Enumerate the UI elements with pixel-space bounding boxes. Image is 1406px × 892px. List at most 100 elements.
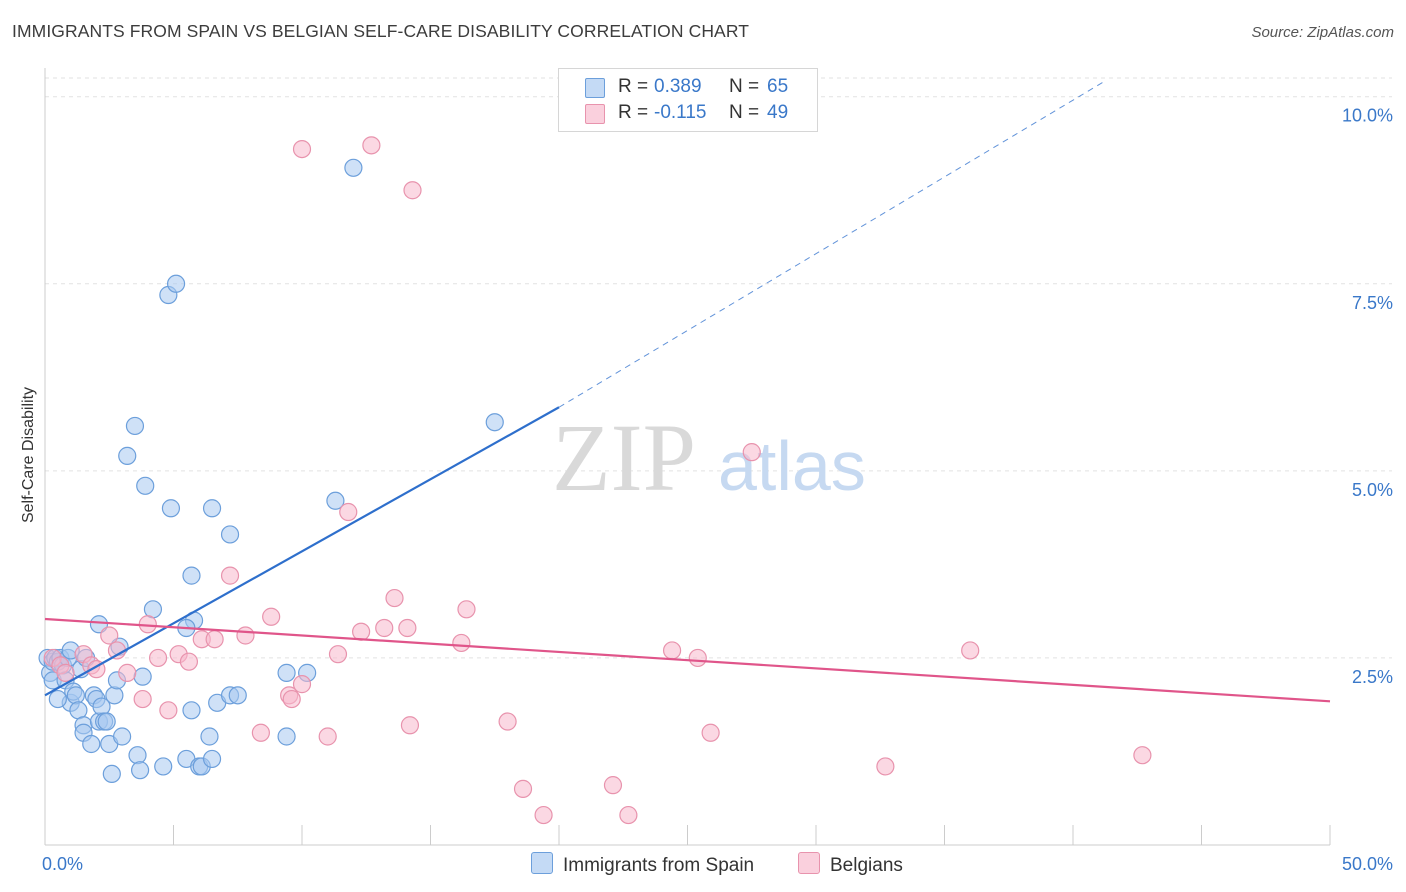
point-spain (277, 727, 296, 746)
r-label: R = (618, 102, 649, 123)
point-spain (97, 712, 116, 731)
y-tick-label: 2.5% (1352, 667, 1393, 687)
point-belgians (328, 645, 348, 664)
point-spain (277, 663, 296, 682)
point-belgians (742, 443, 761, 462)
trend-lines (44, 81, 1331, 703)
watermark-atlas: atlas (718, 427, 866, 505)
legend-label-belgians: Belgians (830, 855, 903, 876)
point-belgians (403, 181, 422, 200)
point-spain (200, 727, 219, 746)
point-belgians (961, 641, 980, 660)
point-spain (118, 446, 137, 465)
watermark: ZIP atlas (552, 404, 866, 511)
legend-label-spain: Immigrants from Spain (563, 855, 755, 876)
point-belgians (362, 136, 381, 155)
correlation-legend: R = 0.389 N = 65 R = -0.115 N = 49 (558, 68, 818, 132)
point-spain (82, 734, 101, 754)
n-label: N = (729, 76, 760, 97)
x-tick-label-max: 50.0% (1342, 854, 1393, 874)
point-spain (166, 274, 186, 293)
point-belgians (619, 805, 638, 825)
point-belgians (220, 566, 240, 585)
point-belgians (398, 618, 417, 638)
point-spain (485, 413, 504, 432)
point-belgians (159, 701, 178, 720)
data-points (38, 136, 1152, 825)
point-spain (136, 476, 155, 495)
point-belgians (339, 502, 358, 522)
point-spain (202, 749, 222, 769)
n-value: 65 (767, 76, 789, 97)
point-belgians (318, 727, 337, 746)
legend-swatch-spain (585, 78, 605, 98)
r-label: R = (618, 76, 649, 97)
y-axis-label: Self-Care Disability (20, 386, 37, 524)
trend-line-spain (44, 406, 560, 697)
n-value: 49 (767, 102, 789, 123)
source-label: Source: ZipAtlas.com (1251, 24, 1394, 41)
trend-line-spain-extension (558, 81, 1105, 408)
point-belgians (205, 630, 224, 649)
point-belgians (292, 139, 312, 159)
r-value: 0.389 (654, 76, 702, 97)
watermark-zip: ZIP (552, 404, 696, 511)
legend-swatch-belgians (585, 104, 605, 124)
point-spain (344, 158, 363, 177)
point-spain (182, 566, 201, 585)
point-belgians (100, 626, 119, 645)
legend-swatch-belgians (798, 852, 820, 874)
point-belgians (262, 607, 281, 626)
point-belgians (352, 622, 371, 641)
point-belgians (375, 618, 394, 638)
point-belgians (56, 663, 75, 682)
legend-item-spain[interactable]: Immigrants from Spain (531, 852, 754, 877)
point-belgians (688, 648, 707, 668)
point-belgians (662, 641, 682, 660)
point-spain (228, 686, 247, 705)
point-belgians (400, 716, 420, 735)
tick-labels: 2.5% 5.0% 7.5% 10.0% 0.0% 50.0% (42, 106, 1393, 874)
x-tick-label-min: 0.0% (42, 854, 83, 874)
point-spain (154, 757, 173, 776)
point-belgians (251, 723, 270, 742)
point-spain (202, 499, 222, 518)
point-belgians (133, 689, 152, 709)
point-belgians (534, 805, 553, 825)
chart-title: IMMIGRANTS FROM SPAIN VS BELGIAN SELF-CA… (12, 21, 750, 41)
legend-item-belgians[interactable]: Belgians (798, 852, 903, 877)
point-belgians (118, 663, 137, 682)
y-tick-label: 5.0% (1352, 480, 1393, 500)
trend-line-belgians (44, 617, 1331, 703)
point-belgians (457, 600, 476, 619)
grid-lines (45, 77, 1392, 659)
point-belgians (292, 675, 312, 694)
point-belgians (1133, 746, 1152, 765)
point-belgians (452, 633, 471, 653)
point-spain (89, 615, 109, 634)
legend-swatch-spain (531, 852, 553, 874)
point-belgians (179, 652, 199, 671)
point-belgians (385, 588, 404, 608)
point-belgians (282, 689, 301, 709)
point-spain (48, 689, 67, 709)
point-spain (66, 686, 85, 705)
point-spain (133, 667, 152, 686)
point-belgians (236, 626, 255, 645)
point-spain (128, 746, 147, 765)
point-belgians (498, 712, 517, 731)
point-spain (102, 764, 121, 784)
point-belgians (876, 757, 895, 776)
point-belgians (148, 648, 168, 668)
axes (44, 68, 1331, 846)
point-spain (220, 525, 240, 544)
point-belgians (513, 779, 533, 798)
n-label: N = (729, 102, 760, 123)
point-belgians (701, 723, 720, 742)
point-spain (112, 727, 132, 746)
point-spain (125, 416, 145, 436)
point-spain (105, 686, 124, 705)
r-value: -0.115 (654, 102, 707, 123)
point-spain (326, 491, 345, 510)
